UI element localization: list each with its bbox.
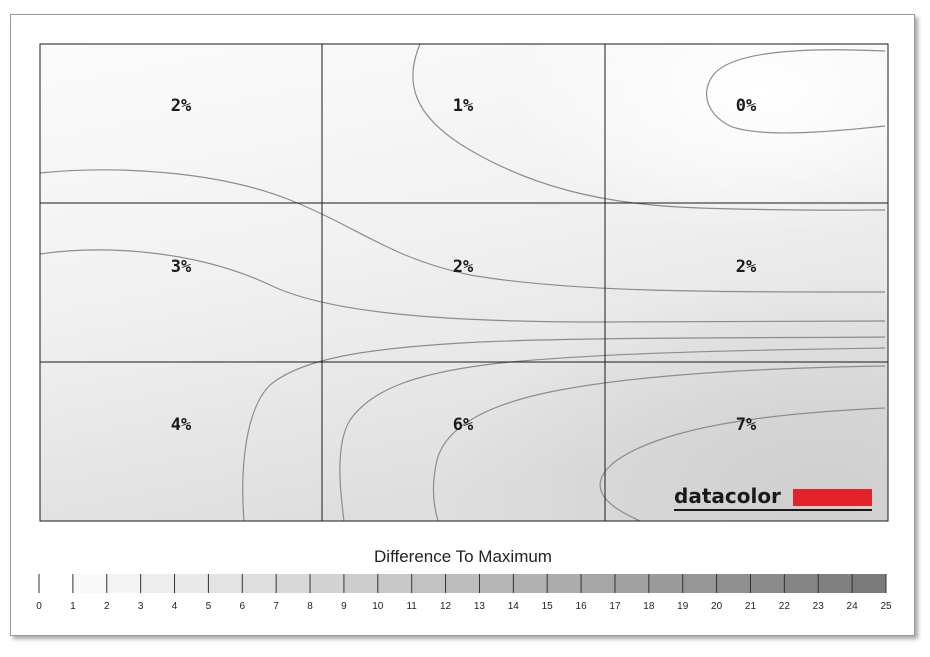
legend-tick-label: 24 (847, 601, 859, 612)
cell-label-r2c2: 2% (453, 257, 474, 277)
legend-tick-label: 23 (813, 601, 825, 612)
cell-label-r3c2: 6% (453, 415, 474, 435)
heatmap-area (40, 44, 888, 521)
legend-swatch (648, 574, 683, 593)
legend-tick-label: 0 (36, 601, 42, 612)
legend-swatch (377, 574, 412, 593)
legend-tick-label: 4 (172, 601, 178, 612)
legend-swatch (208, 574, 243, 593)
logo-text: datacolor (674, 484, 781, 508)
legend-swatch (682, 574, 717, 593)
contour-line (599, 407, 886, 522)
legend-swatch (276, 574, 311, 593)
contour-line (39, 169, 886, 293)
legend-tick-label: 13 (474, 601, 486, 612)
cell-label-r3c3: 7% (736, 415, 757, 435)
legend-tick-label: 1 (70, 601, 76, 612)
logo-red-bar (793, 489, 872, 506)
legend-swatch (445, 574, 480, 593)
legend-ticks (38, 574, 887, 593)
legend-swatch (614, 574, 649, 593)
legend-tick-label: 25 (880, 601, 892, 612)
legend-swatch (72, 574, 107, 593)
cell-label-r3c1: 4% (171, 415, 192, 435)
contour-line (242, 336, 886, 522)
contour-line (412, 43, 886, 211)
legend-swatch (784, 574, 819, 593)
datacolor-logo: datacolor (674, 484, 872, 511)
legend-tick-label: 5 (206, 601, 212, 612)
legend-swatch (581, 574, 615, 593)
contour-line (432, 365, 886, 522)
legend-swatch (750, 574, 785, 593)
legend-swatch (479, 574, 514, 593)
legend-swatch (547, 574, 582, 593)
legend-tick-label: 2 (104, 601, 110, 612)
legend-swatch (716, 574, 751, 593)
legend-tick-label: 15 (542, 601, 554, 612)
legend-swatch (852, 574, 886, 593)
legend-tick-label: 8 (307, 601, 313, 612)
legend-tick-label: 10 (372, 601, 384, 612)
legend-tick-label: 22 (779, 601, 791, 612)
legend-tick-label: 7 (273, 601, 279, 612)
legend-swatch (818, 574, 853, 593)
cell-label-r1c3: 0% (736, 96, 757, 116)
contour-lines (39, 43, 886, 522)
legend-tick-label: 17 (609, 601, 621, 612)
legend-tick-label: 18 (643, 601, 655, 612)
contour-line (706, 49, 886, 134)
legend-tick-label: 6 (239, 601, 245, 612)
legend-title: Difference To Maximum (374, 547, 552, 566)
legend-swatch (174, 574, 209, 593)
cell-label-r2c3: 2% (736, 257, 757, 277)
grid (39, 43, 889, 522)
color-legend: Difference To Maximum 0 1 2 3 4 5 6 7 8 9 10 11 12 13… (36, 547, 892, 612)
cell-label-r1c2: 1% (453, 96, 474, 116)
cell-labels: 2% 1% 0% 3% 2% 2% 4% 6% 7% (171, 96, 757, 435)
legend-tick-labels: 0 1 2 3 4 5 6 7 8 9 10 11 12 13 14 15 16 17 18 19 20 21 22 23 24… (36, 601, 892, 612)
legend-swatch (39, 574, 73, 593)
legend-swatch (310, 574, 344, 593)
legend-swatch (343, 574, 378, 593)
legend-swatch (106, 574, 141, 593)
legend-tick-label: 19 (677, 601, 689, 612)
legend-tick-label: 12 (440, 601, 452, 612)
contour-line (339, 347, 886, 522)
legend-tick-label: 20 (711, 601, 723, 612)
cell-label-r2c1: 3% (171, 257, 192, 277)
cell-label-r1c1: 2% (171, 96, 192, 116)
legend-swatch (411, 574, 446, 593)
legend-tick-label: 16 (576, 601, 588, 612)
contour-line (39, 249, 886, 323)
legend-tick-label: 11 (406, 601, 417, 612)
legend-swatch (140, 574, 175, 593)
legend-swatch (242, 574, 277, 593)
legend-tick-label: 14 (508, 601, 520, 612)
legend-swatches (39, 574, 886, 593)
legend-tick-label: 3 (138, 601, 144, 612)
legend-tick-label: 9 (341, 601, 347, 612)
legend-swatch (513, 574, 548, 593)
legend-tick-label: 21 (745, 601, 757, 612)
